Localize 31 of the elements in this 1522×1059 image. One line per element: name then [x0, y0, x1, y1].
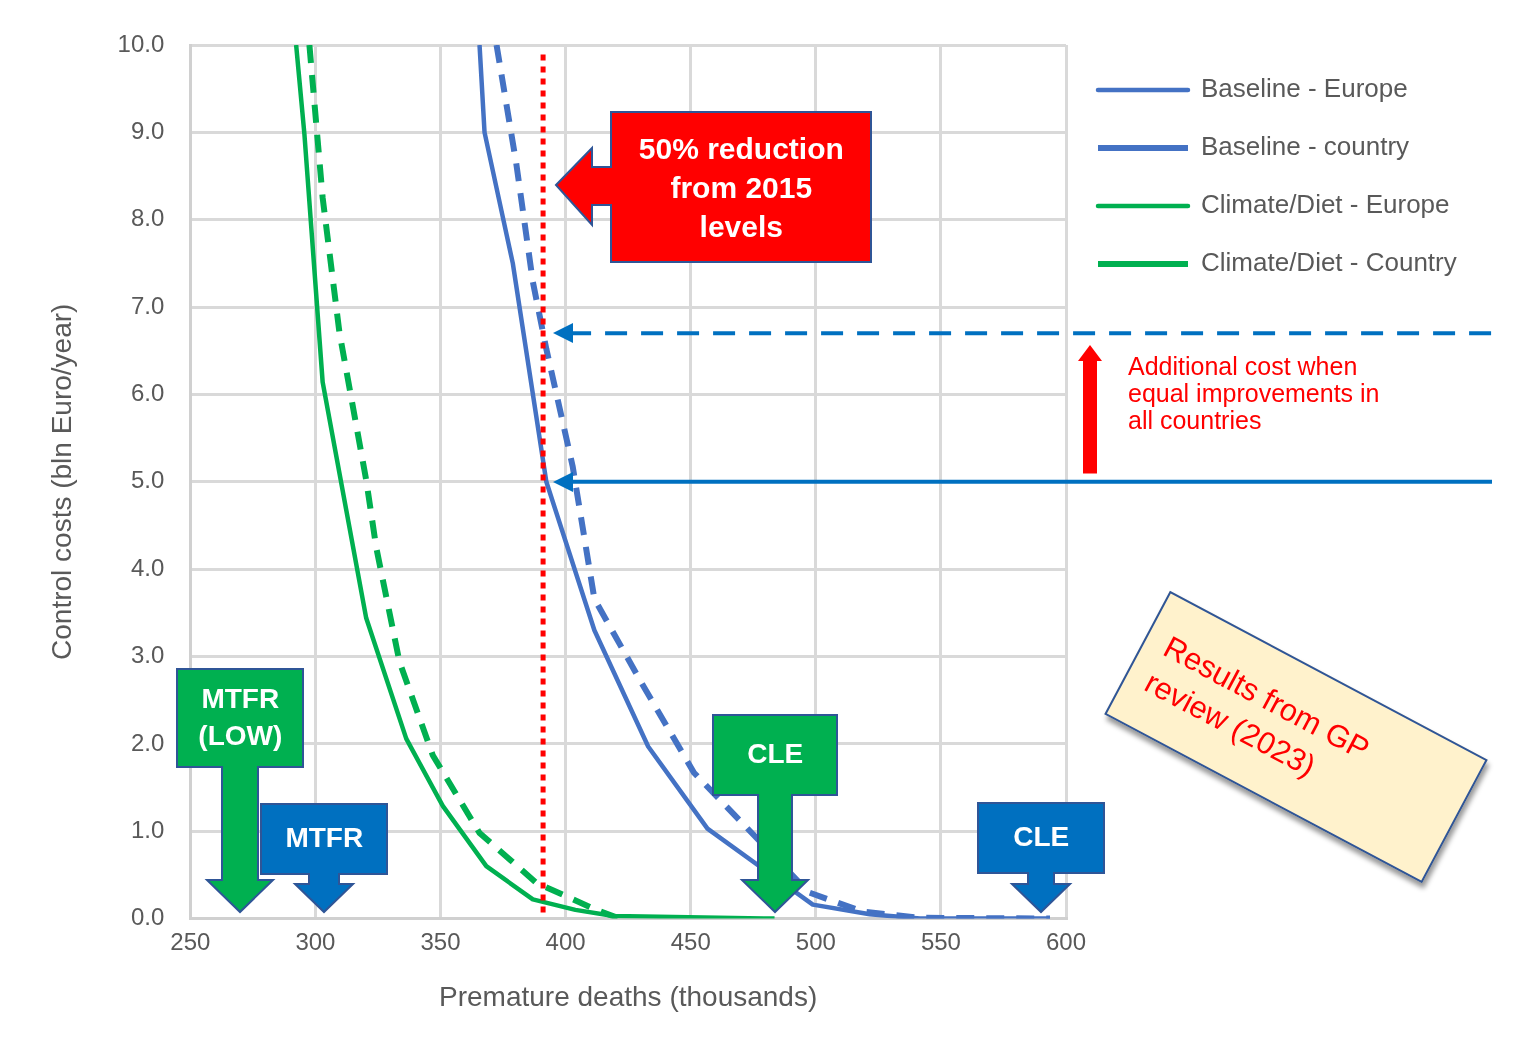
y-tick-label: 4.0: [130, 553, 165, 581]
legend-label: Climate/Diet - Country: [1201, 247, 1457, 278]
annotation: MTFR (LOW): [197, 682, 284, 753]
y-tick-label: 5.0: [130, 466, 165, 494]
text: Additional cost when equal improvements in all countries: [1128, 352, 1381, 434]
x-tick-label: 250: [170, 927, 211, 955]
legend-label: Baseline - Europe: [1201, 73, 1408, 104]
x-tick-label: 500: [795, 927, 836, 955]
x-tick-label: 350: [420, 927, 461, 955]
x-tick-label: 450: [670, 927, 711, 955]
x-tick-label: 300: [295, 927, 336, 955]
y-axis-title: Control costs (bln Euro/year): [45, 303, 77, 660]
x-tick-label: 550: [920, 927, 961, 955]
x-axis-title: Premature deaths (thousands): [439, 980, 818, 1012]
annotation: CLE: [746, 737, 805, 772]
y-tick-label: 10.0: [117, 29, 165, 57]
y-tick-label: 0.0: [130, 903, 165, 931]
y-tick-label: 9.0: [130, 116, 165, 144]
y-tick-label: 6.0: [130, 379, 165, 407]
annotation: CLE: [1012, 820, 1071, 855]
y-tick-label: 1.0: [130, 815, 165, 843]
y-tick-label: 2.0: [130, 728, 165, 756]
legend-label: Climate/Diet - Europe: [1201, 189, 1450, 220]
annotation: 50% reduction from 2015 levels: [637, 130, 845, 245]
y-tick-label: 3.0: [130, 641, 165, 669]
y-tick-label: 7.0: [130, 291, 165, 319]
y-tick-label: 8.0: [130, 204, 165, 232]
annotation: MTFR: [284, 821, 365, 856]
x-tick-label: 400: [545, 927, 586, 955]
legend-label: Baseline - country: [1201, 131, 1410, 162]
x-tick-label: 600: [1045, 927, 1087, 955]
